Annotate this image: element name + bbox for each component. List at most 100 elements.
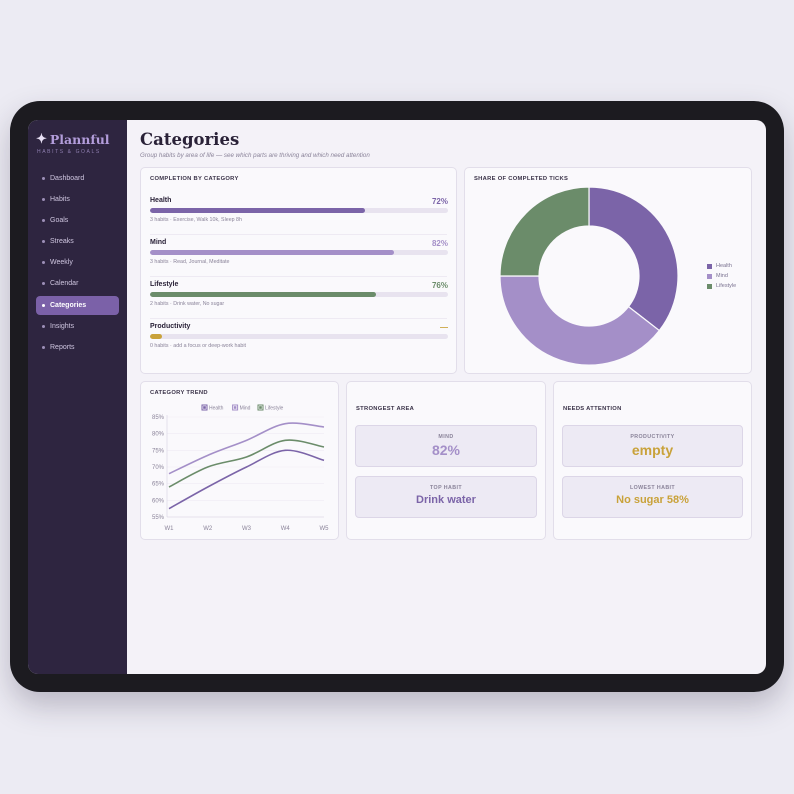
sidebar-item-reports[interactable]: Reports — [36, 338, 119, 357]
card-title: SHARE OF COMPLETED TICKS — [474, 176, 569, 182]
main-content: Categories Group habits by area of life … — [127, 120, 766, 674]
lowest-habit-box: LOWEST HABIT No sugar 58% — [562, 476, 743, 518]
strongest-area-box: MIND 82% — [355, 425, 537, 467]
legend-swatch-fill — [203, 406, 206, 409]
bullet-icon — [42, 324, 45, 328]
legend-label: Mind — [716, 273, 728, 279]
app-screen: ✦ Plannful HABITS & GOALS Dashboard Habit… — [28, 120, 766, 674]
sidebar-item-insights[interactable]: Insights — [36, 317, 119, 336]
bullet-icon — [42, 303, 45, 307]
x-tick-label: W2 — [203, 526, 213, 532]
y-tick-label: 75% — [152, 448, 165, 454]
trend-line-health[interactable] — [168, 449, 325, 510]
x-tick-label: W1 — [165, 526, 175, 532]
legend-item-health: Health — [201, 404, 224, 412]
category-name: Mind — [150, 239, 167, 246]
sidebar-item-label: Dashboard — [50, 175, 85, 182]
progress-track — [150, 292, 448, 297]
legend-swatch-fill — [233, 406, 237, 409]
donut-slice-mind[interactable] — [499, 275, 661, 366]
category-detail: 0 habits · add a focus or deep-work habi… — [150, 342, 246, 349]
donut-legend: Health Mind Lifestyle — [707, 263, 736, 293]
legend-swatch — [707, 263, 712, 269]
share-card: SHARE OF COMPLETED TICKS Health Mind Lifes… — [464, 167, 752, 374]
category-row-health[interactable]: Health 72% 3 habits · Exercise, Walk 10k, … — [150, 197, 448, 223]
trend-chart: 85% 80% 75% 70% 65% 60% 55%W1 W2 W3 W4 W5 Health Min… — [152, 404, 330, 532]
bullet-icon — [42, 282, 45, 286]
sidebar-item-label: Insights — [50, 322, 75, 330]
donut-chart — [499, 186, 679, 366]
progress-fill — [150, 292, 377, 297]
legend-swatch — [707, 273, 712, 279]
legend-item-lifestyle: Lifestyle — [707, 283, 736, 289]
card-title: COMPLETION BY CATEGORY — [150, 176, 239, 182]
donut-slice-lifestyle[interactable] — [499, 186, 590, 277]
sidebar-item-categories[interactable]: Categories — [36, 295, 119, 315]
trend-line-mind[interactable] — [168, 422, 325, 475]
trend-line-lifestyle[interactable] — [168, 439, 325, 488]
progress-fill — [150, 250, 395, 255]
progress-track — [150, 334, 448, 339]
bullet-icon — [42, 177, 45, 180]
legend-label: Health — [209, 406, 224, 412]
category-name: Lifestyle — [150, 281, 179, 288]
stat-label: MIND — [438, 434, 454, 440]
sidebar-item-streaks[interactable]: Streaks — [36, 232, 119, 251]
card-title: NEEDS ATTENTION — [563, 406, 622, 412]
y-tick-label: 65% — [152, 482, 165, 488]
tablet-frame: ✦ Plannful HABITS & GOALS Dashboard Habit… — [10, 101, 784, 692]
y-tick-label: 70% — [152, 465, 165, 471]
divider — [150, 234, 447, 235]
category-percent: 82% — [431, 239, 448, 248]
stat-label: PRODUCTIVITY — [630, 434, 675, 440]
sidebar: ✦ Plannful HABITS & GOALS Dashboard Habit… — [28, 120, 127, 674]
stat-value: empty — [631, 442, 674, 458]
x-tick-label: W5 — [320, 526, 330, 532]
sidebar-item-label: Streaks — [50, 238, 74, 246]
strongest-card: STRONGEST AREA MIND 82% TOP HABIT Drink … — [346, 381, 546, 540]
top-habit-box: TOP HABIT Drink water — [355, 476, 537, 518]
sidebar-item-label: Categories — [50, 301, 87, 309]
sidebar-item-dashboard[interactable]: Dashboard — [36, 169, 119, 188]
sidebar-item-label: Goals — [50, 217, 69, 225]
brand-logo: ✦ Plannful — [36, 132, 127, 147]
donut-slice-health[interactable] — [588, 186, 679, 332]
category-percent: 76% — [431, 281, 448, 290]
bullet-icon — [42, 240, 45, 244]
category-row-productivity[interactable]: Productivity — 0 habits · add a focus or d… — [150, 323, 448, 349]
category-detail: 3 habits · Exercise, Walk 10k, Sleep 8h — [150, 216, 242, 223]
sidebar-item-goals[interactable]: Goals — [36, 211, 119, 230]
bullet-icon — [42, 219, 45, 223]
sparkle-icon: ✦ — [36, 132, 47, 147]
legend-item-health: Health — [707, 263, 736, 269]
brand[interactable]: ✦ Plannful HABITS & GOALS — [36, 132, 127, 155]
category-percent: — — [440, 323, 448, 332]
progress-fill — [150, 334, 162, 339]
category-percent: 72% — [431, 197, 448, 206]
sidebar-item-habits[interactable]: Habits — [36, 190, 119, 209]
card-title: CATEGORY TREND — [150, 390, 208, 396]
legend-label: Lifestyle — [265, 406, 284, 412]
bullet-icon — [42, 261, 45, 265]
category-row-lifestyle[interactable]: Lifestyle 76% 2 habits · Drink water, No s… — [150, 281, 448, 307]
legend-item-mind: Mind — [707, 273, 736, 279]
legend-swatch — [707, 283, 712, 289]
legend-swatch — [257, 404, 264, 411]
category-name: Productivity — [150, 323, 191, 330]
sidebar-item-label: Reports — [50, 343, 75, 351]
legend-item-mind: Mind — [232, 404, 251, 412]
legend-swatch — [201, 404, 208, 411]
category-row-mind[interactable]: Mind 82% 3 habits · Read, Journal, Meditat… — [150, 239, 448, 265]
brand-tagline: HABITS & GOALS — [37, 149, 101, 155]
progress-fill — [150, 208, 365, 213]
trend-card: CATEGORY TREND 85% 80% 75% 70% 65% 60% 55% W1 W2… — [140, 381, 339, 540]
category-detail: 3 habits · Read, Journal, Meditate — [150, 258, 230, 265]
y-tick-label: 60% — [152, 498, 165, 504]
stat-value: Drink water — [416, 494, 476, 506]
sidebar-item-calendar[interactable]: Calendar — [36, 274, 119, 293]
page-title: Categories — [140, 130, 240, 149]
sidebar-item-weekly[interactable]: Weekly — [36, 253, 119, 272]
legend-swatch — [232, 404, 239, 411]
page-subtitle: Group habits by area of life — see which… — [140, 152, 370, 159]
attention-area-box: PRODUCTIVITY empty — [562, 425, 743, 467]
